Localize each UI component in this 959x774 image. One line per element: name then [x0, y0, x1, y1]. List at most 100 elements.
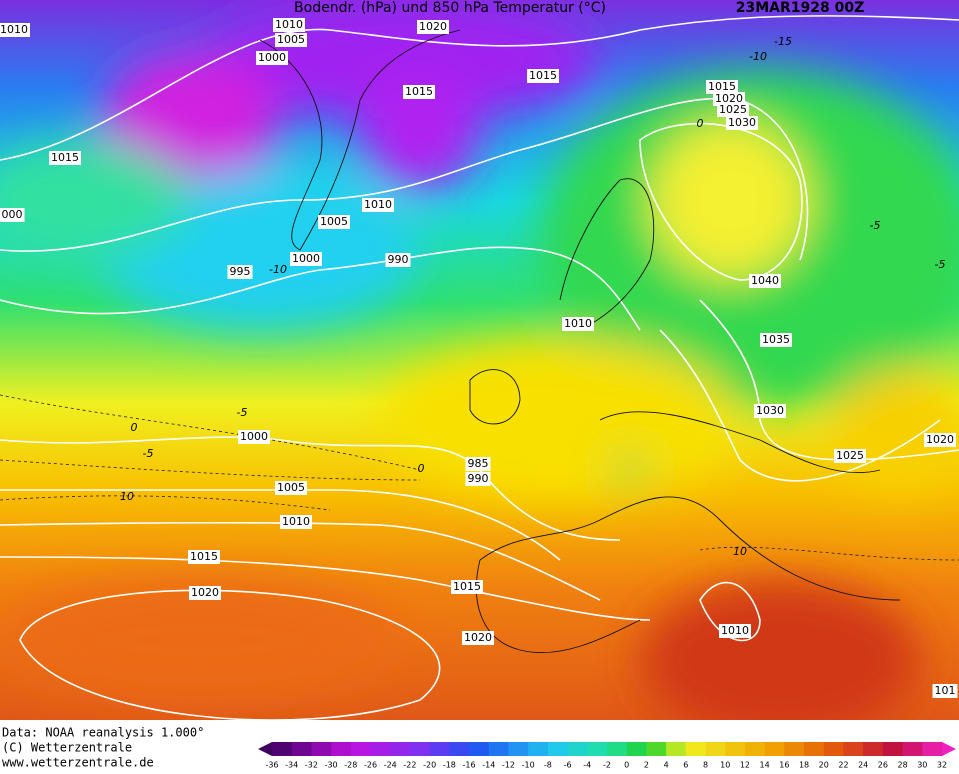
- colorbar-swatch: [469, 742, 490, 756]
- temperature-contours: [0, 394, 959, 561]
- colorbar-swatch: [666, 742, 687, 756]
- isobar-label-box: [275, 33, 307, 47]
- isobar-label-box: [749, 274, 781, 288]
- colorbar-swatch: [823, 742, 844, 756]
- isobar-label-box: [713, 92, 745, 106]
- isobar-label: 1030: [726, 116, 758, 130]
- isobar-label-box: [754, 404, 786, 418]
- colorbar-swatch: [547, 742, 569, 756]
- colorbar: -36 -34 -32 -30 -28 -26 -24 -22 -20 -18 -16 -14 -12-…: [258, 742, 956, 770]
- isobar-label-text: 1010: [364, 198, 392, 211]
- isobar-label-box: [403, 85, 435, 99]
- colorbar-swatch: [429, 742, 450, 756]
- colorbar-swatch: [922, 742, 943, 756]
- colorbar-swatch: [646, 742, 667, 756]
- colorbar-swatch: [804, 742, 825, 756]
- colorbar-swatch: [488, 742, 509, 756]
- colorbar-swatch: [370, 742, 391, 756]
- isobar-label: 000: [0, 208, 25, 222]
- isobar-label-text: 1015: [453, 580, 481, 593]
- isobar-label-box: [924, 433, 956, 447]
- isobar-label: 1005: [275, 481, 307, 495]
- isobar-label: 1015: [49, 151, 81, 165]
- isobar-label-text: 101: [935, 684, 956, 697]
- colorbar-label: 6: [683, 761, 688, 770]
- colorbar-swatch: [843, 742, 864, 756]
- isobar-label: 1020: [924, 433, 956, 447]
- isobar-label-box: [726, 116, 758, 130]
- temperature-label: -5: [935, 258, 946, 271]
- isobar-label-text: 1020: [926, 433, 954, 446]
- isobar-label: 1005: [318, 215, 350, 229]
- colorbar-swatch: [528, 742, 549, 756]
- colorbar-swatch: [705, 742, 726, 756]
- isobar-label: 1015: [527, 69, 559, 83]
- isobar-label: 1000: [238, 430, 270, 444]
- colorbar-swatch: [350, 742, 372, 756]
- isobar-label-text: 1015: [51, 151, 79, 164]
- isobar-label-text: 1030: [756, 404, 784, 417]
- colorbar-label: 0: [624, 761, 629, 770]
- isobar-label: 1000: [256, 51, 288, 65]
- isobar-label-box: [275, 481, 307, 495]
- temperature-label: -5: [143, 447, 154, 460]
- colorbar-label: -30: [325, 761, 338, 770]
- colorbar-swatch: [744, 742, 766, 756]
- isobar-label-text: 1000: [258, 51, 286, 64]
- isobar-label: 1015: [403, 85, 435, 99]
- colorbar-label: -24: [384, 761, 397, 770]
- colorbar-label: 16: [779, 761, 789, 770]
- isobar-label: 1020: [417, 20, 449, 34]
- temperature-label: -5: [237, 406, 248, 419]
- temperature-label: -5: [870, 219, 881, 232]
- isobar-label-box: [0, 23, 30, 37]
- isobar-label-text: 1030: [728, 116, 756, 129]
- isobar-label-box: [318, 215, 350, 229]
- isobar-label: 1010: [719, 624, 751, 638]
- isobar-label-text: 1020: [191, 586, 219, 599]
- temperature-label: 0: [131, 421, 138, 434]
- colorbar-swatch: [685, 742, 707, 756]
- isobar-label: 1010: [273, 18, 305, 32]
- map-title: Bodendr. (hPa) und 850 hPa Temperatur (°…: [294, 0, 606, 16]
- isobar-label-text: 1020: [715, 92, 743, 105]
- colorbar-label: -14: [482, 761, 495, 770]
- isobar-label-box: [256, 51, 288, 65]
- isobar-label: 1010: [280, 515, 312, 529]
- isobar-label: 1035: [760, 333, 792, 347]
- isobar-label-text: 1010: [275, 18, 303, 31]
- temperature-label: 10: [120, 490, 134, 503]
- colorbar-label: 2: [644, 761, 649, 770]
- isobar-label-text: 1010: [721, 624, 749, 637]
- isobar-label: 1010: [362, 198, 394, 212]
- isobar-label-box: [706, 80, 738, 94]
- colorbar-label: 32: [937, 761, 947, 770]
- isobar-label-text: 990: [468, 472, 489, 485]
- colorbar-label: 24: [858, 761, 868, 770]
- isobar-label: 1025: [717, 103, 749, 117]
- isobar-label-text: 1010: [564, 317, 592, 330]
- isobar-label: 1040: [749, 274, 781, 288]
- colorbar-swatch: [311, 742, 332, 756]
- colorbar-swatch: [331, 742, 352, 756]
- colorbar-label: -20: [423, 761, 436, 770]
- isobar-label-text: 985: [468, 457, 489, 470]
- colorbar-swatch: [902, 742, 923, 756]
- colorbar-label: -26: [364, 761, 377, 770]
- isobar-label: 1020: [713, 92, 745, 106]
- isobar-label-box: [280, 515, 312, 529]
- temperature-label: 10: [733, 545, 747, 558]
- colorbar-swatch: [607, 742, 628, 756]
- isobar-label: 1020: [462, 631, 494, 645]
- isobar-label-text: 1005: [277, 33, 305, 46]
- colorbar-swatch: [626, 742, 647, 756]
- isobar-label: 1025: [834, 449, 866, 463]
- isobar-label-text: 990: [388, 253, 409, 266]
- colorbar-swatch: [567, 742, 588, 756]
- isobar-label-text: 1020: [464, 631, 492, 644]
- footer-source: Data: NOAA reanalysis 1.000°: [2, 726, 204, 740]
- temperature-label: -15: [774, 35, 792, 48]
- isobar-label-box: [719, 624, 751, 638]
- colorbar-label: 8: [703, 761, 708, 770]
